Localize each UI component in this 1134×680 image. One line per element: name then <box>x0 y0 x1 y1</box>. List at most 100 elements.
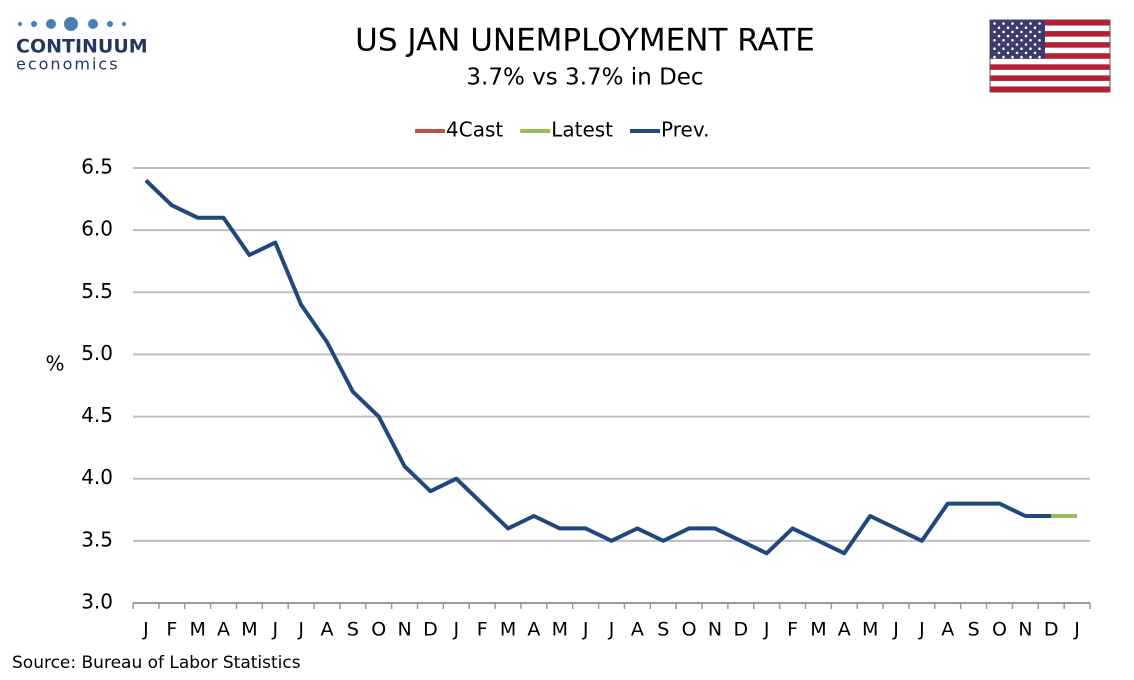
flag-star <box>1038 55 1041 59</box>
flag-star <box>1011 22 1014 25</box>
logo-dot <box>107 21 113 27</box>
x-tick-label: N <box>708 619 722 641</box>
x-tick-label: D <box>734 619 749 641</box>
x-tick-label: J <box>763 619 770 641</box>
flag-star <box>1011 30 1014 34</box>
x-tick-label: M <box>189 619 205 641</box>
y-tick-label: 5.5 <box>81 279 113 303</box>
x-tick-label: J <box>271 619 278 641</box>
flag-star <box>1020 47 1023 50</box>
x-tick-label: J <box>297 619 304 641</box>
x-tick-label: O <box>371 619 386 641</box>
x-tick-label: F <box>477 619 488 641</box>
flag-star <box>997 34 1001 38</box>
flag-star <box>1033 34 1037 38</box>
flag-star <box>1020 55 1023 59</box>
flag-star <box>1011 55 1014 59</box>
logo-dot <box>122 22 126 26</box>
source: Source: Bureau of Labor Statistics <box>12 653 301 673</box>
flag-star <box>993 30 996 34</box>
y-tick-label: 6.0 <box>81 217 113 241</box>
flag-star <box>1002 47 1005 50</box>
x-tick-label: F <box>166 619 177 641</box>
y-tick-label: 5.0 <box>81 341 113 365</box>
logo-dot <box>88 19 98 29</box>
x-tick-label: A <box>217 619 230 641</box>
flag-star <box>993 55 996 59</box>
x-tick-label: D <box>423 619 438 641</box>
flag-star <box>1033 51 1037 55</box>
x-tick-label: A <box>320 619 333 641</box>
y-tick-label: 4.0 <box>81 465 113 489</box>
chart-title: US JAN UNEMPLOYMENT RATE <box>355 23 815 59</box>
flag-star <box>997 51 1001 55</box>
flag-star <box>1020 22 1023 25</box>
flag-star <box>993 22 996 25</box>
flag-star <box>1011 47 1014 50</box>
flag-star <box>1002 39 1005 42</box>
flag-stripe <box>990 20 1110 26</box>
x-tick-label: F <box>787 619 798 641</box>
flag-star <box>1029 39 1032 42</box>
x-tick-label: A <box>838 619 851 641</box>
flag-star <box>997 43 1001 46</box>
flag-star <box>1029 55 1032 59</box>
x-tick-label: S <box>347 619 359 641</box>
flag-star <box>993 39 996 42</box>
flag <box>989 19 1111 93</box>
flag-star <box>1033 26 1037 30</box>
x-tick-label: O <box>682 619 697 641</box>
x-tick-label: O <box>992 619 1007 641</box>
y-tick-label: 6.5 <box>81 155 113 179</box>
flag-star <box>1006 34 1010 38</box>
flag-star <box>1002 22 1005 25</box>
legend-label: Prev. <box>661 118 709 142</box>
x-tick-label: J <box>453 619 460 641</box>
x-tick-label: A <box>941 619 954 641</box>
x-tick-label: J <box>918 619 925 641</box>
y-tick-label: 3.0 <box>81 590 113 614</box>
chart-subtitle: 3.7% vs 3.7% in Dec <box>466 65 703 91</box>
legend-label: Latest <box>551 118 613 142</box>
flag-star <box>1015 43 1019 46</box>
logo-name: CONTINUUM <box>16 36 148 58</box>
logo: CONTINUUM economics <box>16 17 148 74</box>
flag-stripe <box>990 31 1110 37</box>
x-tick-label: A <box>527 619 540 641</box>
x-tick-label: N <box>1018 619 1032 641</box>
series-line <box>144 178 1052 556</box>
x-tick-label: S <box>657 619 669 641</box>
flag-star <box>1029 47 1032 50</box>
flag-star <box>1011 39 1014 42</box>
flag-star <box>1038 47 1041 50</box>
flag-star <box>1024 26 1028 30</box>
flag-star <box>1038 39 1041 42</box>
x-tick-label: M <box>241 619 257 641</box>
flag-star <box>1002 55 1005 59</box>
x-tick-label: J <box>608 619 615 641</box>
x-tick-label: M <box>500 619 516 641</box>
x-tick-label: J <box>582 619 589 641</box>
legend-label: 4Cast <box>446 118 503 142</box>
x-tick-label: J <box>892 619 899 641</box>
flag-star <box>1015 26 1019 30</box>
logo-dot <box>18 22 22 26</box>
flag-star <box>1006 43 1010 46</box>
logo-dot <box>31 21 37 27</box>
y-tick-label: 3.5 <box>81 527 113 551</box>
flag-star <box>997 26 1001 30</box>
x-tick-label: M <box>552 619 568 641</box>
logo-dot <box>46 19 56 29</box>
flag-star <box>1024 51 1028 55</box>
flag-star <box>1029 30 1032 34</box>
x-tick-label: M <box>862 619 878 641</box>
flag-star <box>1024 34 1028 38</box>
flag-stripe <box>990 42 1110 48</box>
y-tick-label: 4.5 <box>81 403 113 427</box>
flag-star <box>1020 39 1023 42</box>
flag-star <box>1029 22 1032 25</box>
x-tick-label: A <box>631 619 644 641</box>
flag-stripe <box>990 53 1110 59</box>
